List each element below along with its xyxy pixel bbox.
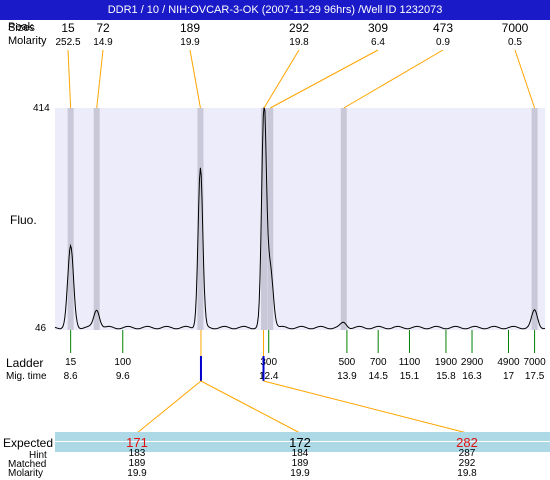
ladder-size-label: 2900: [460, 357, 484, 368]
ladder-time-label: 15.1: [399, 371, 420, 382]
peak-molarity-label: 19.9: [180, 37, 200, 48]
peak-size-label: 309: [367, 21, 389, 35]
ladder-size-label: 15: [65, 357, 77, 368]
peak-band-5: [267, 108, 274, 330]
y-tick-max: 414: [33, 103, 50, 114]
peak-leader-line-5: [270, 49, 379, 109]
hint-cell-2: 184: [291, 448, 309, 459]
hint-cell-1: 183: [128, 448, 146, 459]
peak-size-label: 189: [179, 21, 201, 35]
y-axis-label: Fluo.: [10, 213, 37, 227]
hint-cell-3: 287: [458, 448, 476, 459]
migtime-row-label: Mig. time: [6, 371, 47, 382]
ladder-size-label: 500: [338, 357, 356, 368]
peak-leader-line-1: [67, 49, 72, 109]
ladder-time-label: 17: [502, 371, 515, 382]
table-molarity-row-label: Molarity: [8, 468, 44, 479]
peak-size-label: 473: [432, 21, 454, 35]
ladder-time-label: 16.3: [462, 371, 482, 382]
table-leader-3: [263, 380, 468, 434]
plot-area: [55, 108, 545, 330]
peak-sizes-label-overlay: Peak: [8, 21, 34, 33]
ladder-size-label: 1100: [398, 357, 421, 368]
peak-band-6: [340, 108, 347, 330]
ladder-time-label: 9.6: [115, 371, 130, 382]
peak-molarity-label: 0.9: [436, 37, 450, 48]
table-leader-1: [136, 380, 202, 434]
molarity-cell-1: 19.9: [127, 468, 147, 479]
peak-size-label: 7000: [501, 21, 529, 35]
peak-leader-line-2: [96, 49, 104, 109]
peak-leader-line-4: [263, 49, 300, 109]
fluorescence-trace: [54, 106, 546, 330]
ladder-time-label: 12.4: [258, 371, 279, 382]
peak-band-2: [93, 108, 100, 330]
expected-row-label: Expected: [3, 436, 54, 450]
expected-cell-3: 282: [456, 435, 478, 450]
ladder-size-label: 700: [369, 357, 387, 368]
ladder-size-label: 1900: [434, 357, 458, 368]
peak-molarity-label: 19.8: [289, 37, 309, 48]
ladder-time-label: 14.5: [368, 371, 388, 382]
expected-cell-1: 171: [126, 435, 148, 450]
ladder-time-label: 13.9: [337, 371, 357, 382]
ladder-time-label: 15.8: [436, 371, 456, 382]
peak-band-7: [531, 108, 538, 330]
ladder-time-label: 8.6: [63, 371, 78, 382]
molarity-cell-2: 19.9: [290, 468, 310, 479]
ladder-size-label: 100: [114, 357, 132, 368]
peak-molarity-label: 252.5: [55, 37, 81, 48]
ladder-size-label: 300: [260, 357, 278, 368]
peak-leader-line-3: [189, 49, 201, 109]
molarity-row-label: Molarity: [8, 35, 47, 47]
peak-size-label: 72: [96, 21, 110, 35]
ladder-row-label: Ladder: [6, 356, 44, 370]
matched-highlight-band: [55, 432, 550, 441]
table-leader-2: [200, 380, 301, 434]
ladder-size-label: 4900: [497, 357, 520, 368]
peak-band-4: [261, 108, 268, 330]
ladder-size-label: 7000: [523, 357, 546, 368]
matched-row-label: Matched: [8, 459, 47, 470]
chart-title: DDR1 / 10 / NIH:OVCAR-3-OK (2007-11-29 9…: [0, 0, 550, 20]
peak-size-label: 15: [61, 21, 75, 35]
peak-molarity-label: 14.9: [93, 37, 113, 48]
peak-molarity-label: 6.4: [371, 37, 385, 48]
peak-band-3: [197, 108, 204, 330]
expected-cell-2: 172: [289, 435, 311, 450]
peak-sizes-label: Sizes: [8, 22, 35, 34]
peak-molarity-label: 0.5: [508, 37, 522, 48]
peak-leader-line-7: [514, 49, 536, 109]
ladder-time-label: 17.5: [524, 371, 545, 382]
matched-cell-3: 292: [458, 458, 476, 469]
matched-cell-1: 189: [128, 458, 146, 469]
peak-band-1: [67, 108, 74, 330]
y-tick-min: 46: [35, 323, 47, 334]
hint-row-label: Hint: [29, 450, 47, 461]
molarity-cell-3: 19.8: [457, 468, 477, 479]
peak-size-label: 292: [288, 21, 310, 35]
matched-cell-2: 189: [291, 458, 309, 469]
peak-leader-line-6: [343, 49, 444, 109]
molarity-highlight-band: [55, 442, 550, 452]
